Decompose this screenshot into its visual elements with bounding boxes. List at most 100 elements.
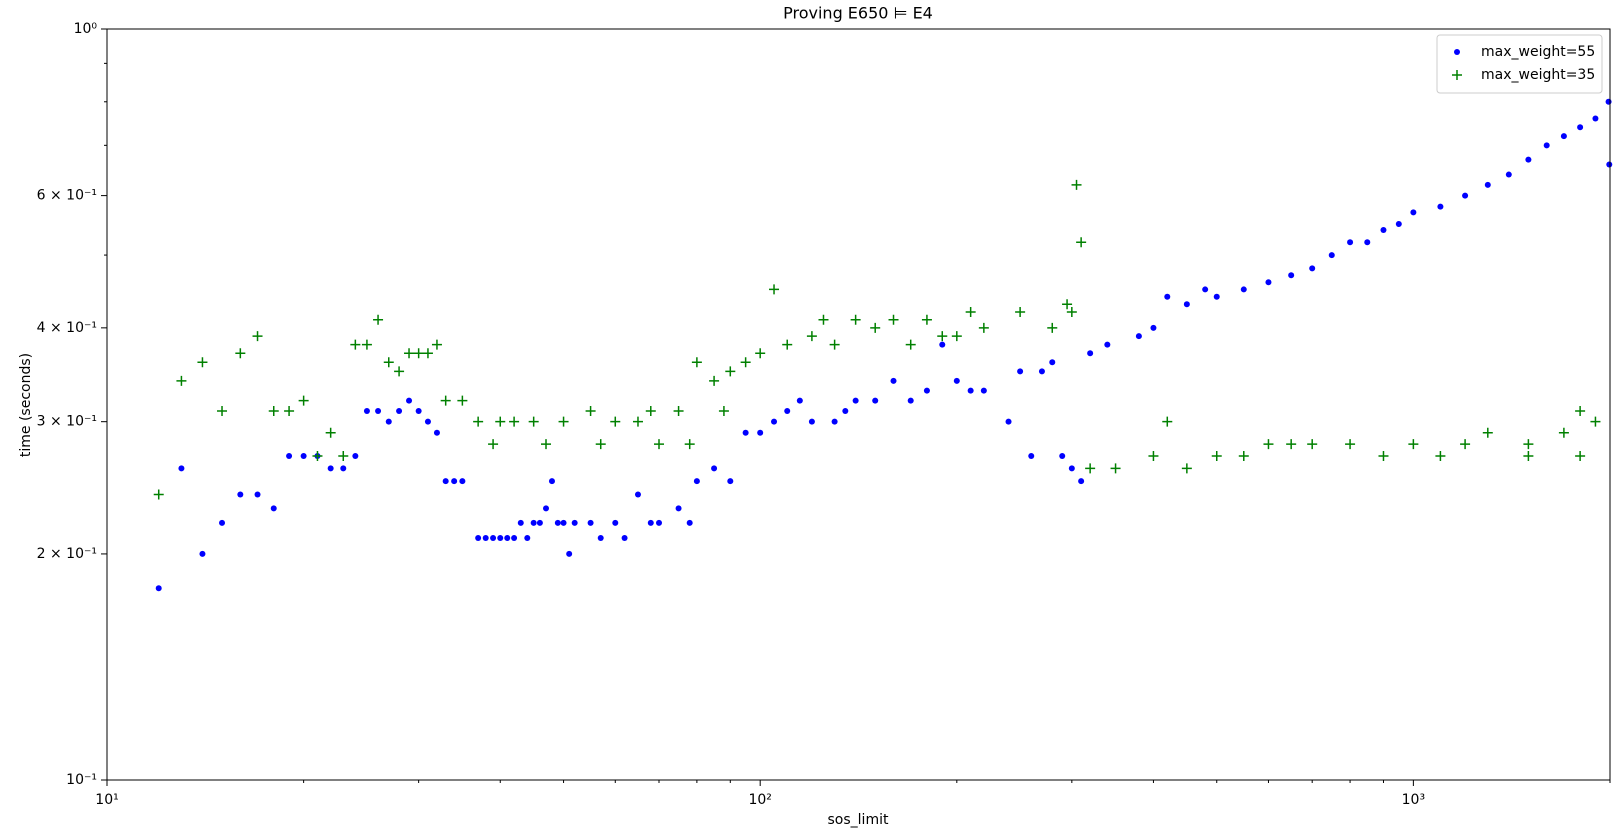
data-point bbox=[1606, 161, 1613, 168]
data-point bbox=[684, 439, 695, 450]
x-axis-label: sos_limit bbox=[828, 812, 889, 828]
data-point bbox=[645, 405, 656, 416]
y-tick-label: 6 × 10⁻¹ bbox=[37, 188, 97, 204]
data-point bbox=[1328, 252, 1335, 259]
data-point bbox=[451, 478, 458, 485]
data-point bbox=[784, 407, 791, 414]
data-point bbox=[1437, 203, 1444, 210]
data-point bbox=[352, 453, 359, 460]
data-point bbox=[1523, 439, 1534, 450]
data-point bbox=[431, 339, 442, 350]
data-point bbox=[691, 357, 702, 368]
y-tick-label: 10⁰ bbox=[74, 21, 98, 37]
data-point bbox=[268, 405, 279, 416]
data-point bbox=[1347, 239, 1354, 246]
y-tick-label: 2 × 10⁻¹ bbox=[37, 546, 97, 562]
data-point bbox=[415, 407, 422, 414]
data-point bbox=[967, 387, 974, 394]
data-point bbox=[1307, 439, 1318, 450]
data-point bbox=[235, 348, 246, 359]
data-point bbox=[517, 519, 524, 526]
data-point bbox=[350, 339, 361, 350]
data-point bbox=[1005, 418, 1012, 425]
data-point bbox=[424, 418, 431, 425]
data-point bbox=[965, 306, 976, 317]
data-point bbox=[921, 314, 932, 325]
data-point bbox=[237, 491, 244, 498]
data-point bbox=[504, 535, 511, 542]
data-point bbox=[475, 535, 482, 542]
data-point bbox=[1435, 451, 1446, 462]
data-point bbox=[361, 339, 372, 350]
data-point bbox=[1395, 220, 1402, 227]
data-point bbox=[566, 550, 573, 557]
data-point bbox=[1592, 115, 1599, 122]
data-point bbox=[850, 314, 861, 325]
data-point bbox=[686, 519, 693, 526]
data-point bbox=[1183, 301, 1190, 308]
data-point bbox=[725, 366, 736, 377]
data-point bbox=[905, 339, 916, 350]
data-point bbox=[1104, 341, 1111, 348]
data-point bbox=[1505, 171, 1512, 178]
data-point bbox=[1482, 427, 1493, 438]
data-point bbox=[488, 439, 499, 450]
plot-frame bbox=[106, 28, 1611, 781]
data-point bbox=[818, 314, 829, 325]
data-point bbox=[217, 405, 228, 416]
data-point bbox=[1380, 226, 1387, 233]
data-point bbox=[490, 535, 497, 542]
data-point bbox=[554, 519, 561, 526]
data-point bbox=[524, 535, 531, 542]
data-point bbox=[870, 322, 881, 333]
legend-marker bbox=[1454, 49, 1460, 55]
data-point bbox=[1078, 478, 1085, 485]
x-tick-label: 10³ bbox=[1402, 792, 1425, 808]
data-point bbox=[709, 375, 720, 386]
data-point bbox=[199, 550, 206, 557]
data-point bbox=[1135, 333, 1142, 340]
data-point bbox=[1484, 181, 1491, 188]
data-point bbox=[1460, 439, 1471, 450]
data-point bbox=[1038, 368, 1045, 375]
data-point bbox=[829, 339, 840, 350]
data-point bbox=[1211, 451, 1222, 462]
data-point bbox=[1462, 192, 1469, 199]
legend-label: max_weight=35 bbox=[1481, 67, 1595, 83]
data-point bbox=[757, 429, 764, 436]
data-point bbox=[422, 348, 433, 359]
data-point bbox=[497, 535, 504, 542]
data-point bbox=[1015, 306, 1026, 317]
data-point bbox=[560, 519, 567, 526]
x-tick-label: 10² bbox=[748, 792, 771, 808]
data-point bbox=[459, 478, 466, 485]
data-point bbox=[373, 314, 384, 325]
data-point bbox=[528, 416, 539, 427]
data-point bbox=[385, 418, 392, 425]
data-point bbox=[433, 429, 440, 436]
data-point bbox=[363, 407, 370, 414]
data-point bbox=[1240, 286, 1247, 293]
data-point bbox=[1558, 427, 1569, 438]
data-point bbox=[1605, 98, 1612, 105]
data-point bbox=[654, 439, 665, 450]
data-point bbox=[796, 397, 803, 404]
data-point bbox=[1364, 239, 1371, 246]
data-point bbox=[937, 331, 948, 342]
data-point bbox=[842, 407, 849, 414]
data-point bbox=[473, 416, 484, 427]
data-point bbox=[673, 405, 684, 416]
data-point bbox=[1181, 463, 1192, 474]
data-point bbox=[1068, 465, 1075, 472]
data-point bbox=[530, 519, 537, 526]
data-point bbox=[1238, 451, 1249, 462]
data-point bbox=[1076, 237, 1087, 248]
chart-title: Proving E650 ⊨ E4 bbox=[783, 4, 933, 23]
data-point bbox=[178, 465, 185, 472]
data-point bbox=[1150, 324, 1157, 331]
data-point bbox=[755, 348, 766, 359]
data-point bbox=[536, 519, 543, 526]
data-point bbox=[872, 397, 879, 404]
data-point bbox=[298, 395, 309, 406]
